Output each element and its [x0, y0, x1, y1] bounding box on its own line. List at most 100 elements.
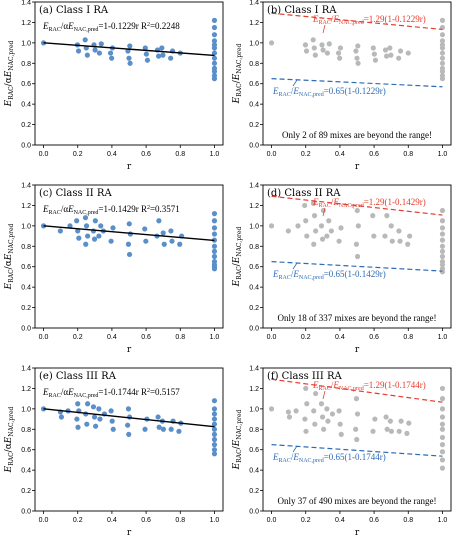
- data-point: [353, 426, 359, 432]
- x-tick-label: 0.8: [403, 517, 413, 524]
- data-point: [439, 237, 446, 243]
- data-point: [439, 421, 446, 427]
- data-point: [405, 50, 411, 56]
- y-tick-label: 0.0: [249, 143, 259, 150]
- data-point: [324, 50, 331, 56]
- data-point: [211, 225, 218, 231]
- data-point: [211, 248, 218, 254]
- data-point: [326, 218, 332, 224]
- y-tick-label: 0.0: [249, 509, 259, 516]
- data-point: [109, 418, 115, 424]
- data-point: [387, 45, 393, 51]
- y-tick-label: 0.8: [21, 61, 31, 68]
- data-point: [211, 32, 218, 38]
- x-tick-label: 0.2: [73, 334, 83, 341]
- data-point: [310, 37, 316, 43]
- x-tick-label: 0.4: [335, 334, 345, 341]
- data-point: [321, 426, 327, 432]
- x-tick-label: 0.8: [175, 334, 185, 341]
- panel-a: 0.0 0.2 0.4 0.6 0.8 1.0 0.0 0.2 0.4 0.6 0.8 1.0 1.2 1…: [4, 0, 224, 172]
- lower-bound-label: ERAC/ENAC,pred=0.65(1-0.1229r): [272, 86, 386, 98]
- lower-bound-line: [271, 78, 443, 88]
- x-tick-label: 0.2: [73, 151, 83, 158]
- data-point: [143, 238, 149, 244]
- data-point: [142, 45, 148, 51]
- data-point: [90, 404, 97, 410]
- y-tick-label: 1.2: [21, 386, 31, 393]
- y-tick-label: 0.4: [21, 285, 31, 292]
- upper-bound-line: [271, 195, 443, 216]
- y-tick-label: 1.2: [249, 20, 259, 27]
- data-point: [439, 231, 446, 237]
- data-point: [85, 401, 91, 407]
- data-point: [311, 408, 317, 414]
- data-point: [58, 414, 65, 420]
- y-tick-label: 0.6: [249, 264, 259, 271]
- data-point: [439, 38, 446, 44]
- panel-title: (a) Class I RA: [39, 5, 109, 16]
- data-point: [74, 416, 80, 422]
- range-note: Only 2 of 89 mixes are beyond the range!: [282, 130, 432, 140]
- data-point: [303, 385, 309, 392]
- data-point: [404, 430, 410, 436]
- data-point: [285, 409, 291, 415]
- data-point: [57, 228, 63, 234]
- range-note: Only 37 of 490 mixes are beyond the rang…: [278, 496, 437, 506]
- y-tick-label: 0.6: [249, 81, 259, 88]
- data-point: [439, 218, 446, 224]
- data-point: [318, 223, 325, 229]
- data-point: [324, 233, 330, 239]
- data-point: [406, 420, 412, 426]
- data-point: [313, 228, 319, 234]
- data-point: [304, 401, 310, 407]
- fit-equation: ERAC/αENAC,pred=1-0.1229r R2=0.2248: [42, 21, 180, 33]
- y-tick-label: 1.4: [21, 183, 31, 190]
- data-point: [75, 228, 81, 234]
- y-tick-label: 0.8: [21, 427, 31, 434]
- data-point: [211, 243, 218, 249]
- panel-c: 0.0 0.2 0.4 0.6 0.8 1.0 0.0 0.2 0.4 0.6 0.8 1.0 1.2 1…: [4, 183, 224, 355]
- y-tick-label: 1.4: [249, 183, 259, 190]
- y-tick-label: 0.2: [249, 122, 259, 129]
- data-point: [439, 17, 446, 23]
- data-point: [439, 465, 446, 471]
- data-point: [211, 55, 218, 61]
- x-tick-label: 1.0: [210, 151, 220, 158]
- data-point: [211, 24, 218, 31]
- y-tick-label: 0.4: [249, 285, 259, 292]
- panel-title: (f) Class III RA: [267, 371, 342, 382]
- y-tick-label: 1.0: [249, 223, 259, 230]
- data-point: [439, 434, 446, 441]
- x-tick-label: 0.0: [267, 517, 277, 524]
- data-point: [407, 233, 413, 239]
- scatter-points: [268, 385, 446, 471]
- y-tick-label: 0.4: [21, 102, 31, 109]
- data-point: [439, 45, 446, 51]
- plot-frame: [34, 1, 224, 146]
- x-tick-label: 0.8: [175, 517, 185, 524]
- data-point: [82, 215, 89, 221]
- data-point: [439, 253, 446, 260]
- x-tick-label: 0.4: [107, 334, 117, 341]
- data-point: [439, 414, 446, 420]
- data-point: [85, 233, 91, 239]
- y-tick-label: 0.2: [21, 488, 31, 495]
- data-point: [211, 421, 218, 427]
- data-point: [370, 213, 376, 219]
- data-point: [211, 416, 218, 422]
- x-tick-label: 0.0: [39, 334, 49, 341]
- data-point: [96, 406, 102, 412]
- panel-f: 0.0 0.2 0.4 0.6 0.8 1.0 0.0 0.2 0.4 0.6 0.8 1.0 1.2 1…: [232, 366, 452, 538]
- upper-label-pointer: [322, 207, 326, 217]
- x-tick-label: 0.0: [267, 334, 277, 341]
- data-point: [211, 406, 218, 412]
- data-point: [398, 418, 404, 424]
- data-point: [160, 426, 167, 432]
- data-point: [439, 385, 446, 392]
- data-point: [335, 50, 342, 56]
- data-point: [439, 449, 446, 455]
- data-point: [354, 55, 360, 61]
- x-axis-label: r: [355, 162, 360, 172]
- data-point: [311, 213, 318, 219]
- y-tick-label: 0.6: [249, 447, 259, 454]
